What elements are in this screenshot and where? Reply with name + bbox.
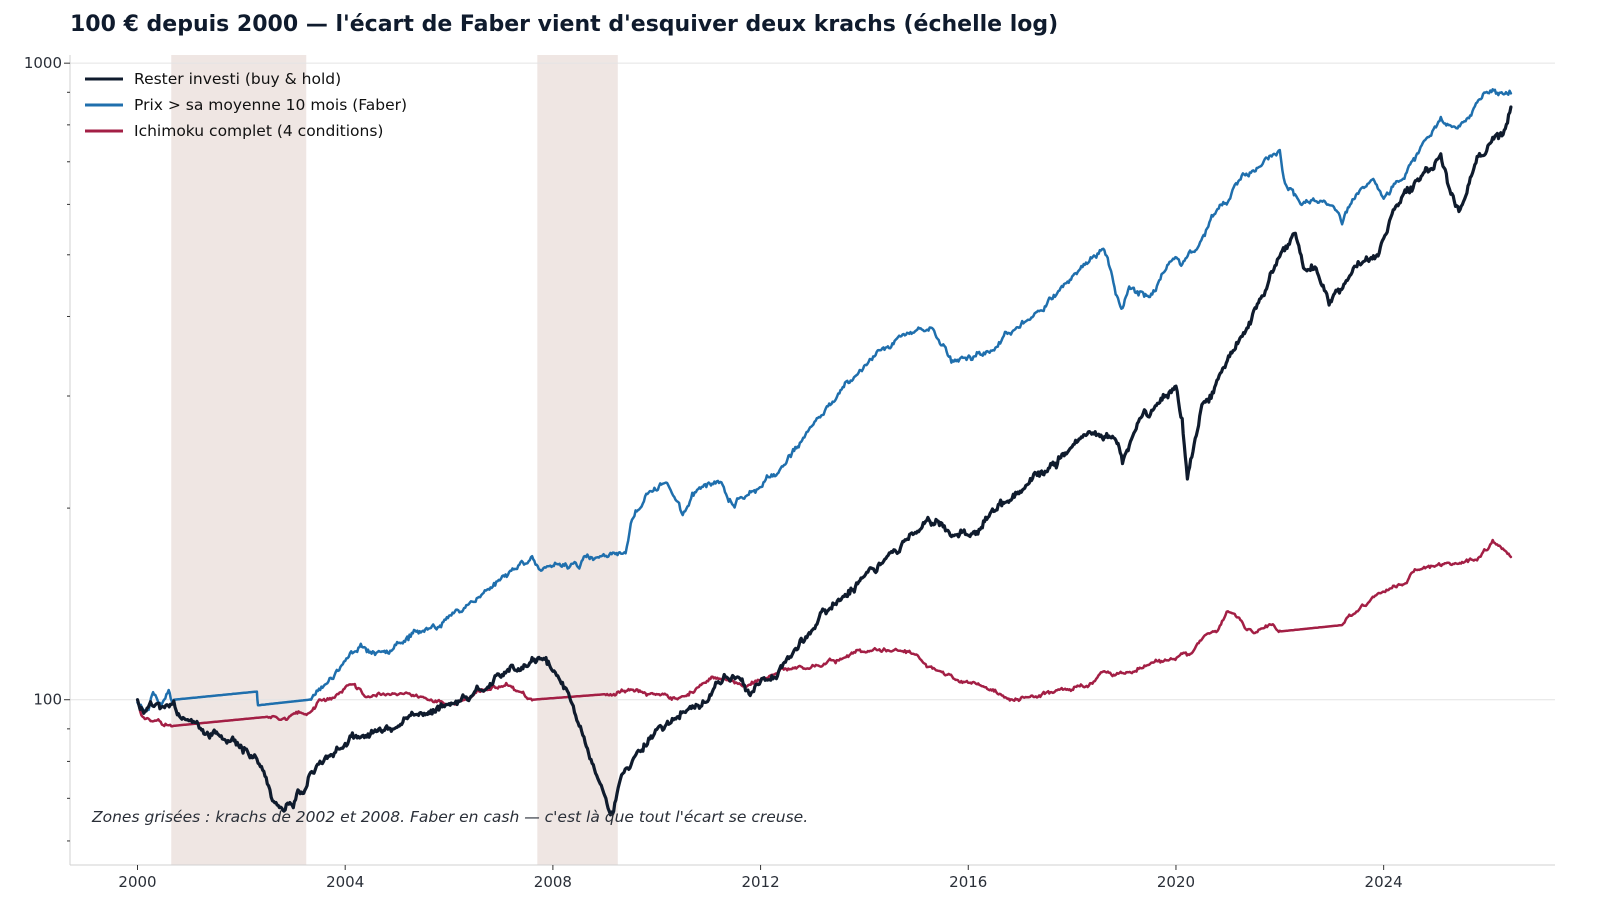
grid-layer — [70, 62, 1555, 701]
series-line-2 — [136, 88, 1513, 713]
legend-label-1: Rester investi (buy & hold) — [134, 70, 341, 88]
x-tick-label: 2020 — [1157, 873, 1195, 891]
crash-annotation: Zones grisées : krachs de 2002 et 2008. … — [91, 808, 808, 826]
axes-layer: 100 1000 2000 2004 2008 2012 2016 2020 2024 — [24, 54, 1555, 891]
series-layer — [135, 88, 1513, 817]
y-tick-label: 1000 — [24, 54, 62, 72]
x-tick-label: 2000 — [118, 873, 156, 891]
legend: Rester investi (buy & hold) Prix > sa moy… — [85, 70, 407, 140]
x-tick-label: 2016 — [949, 873, 987, 891]
chart-title: 100 € depuis 2000 — l'écart de Faber vie… — [70, 12, 1059, 37]
y-tick-label: 100 — [33, 691, 62, 709]
legend-label-2: Prix > sa moyenne 10 mois (Faber) — [134, 96, 407, 114]
legend-label-3: Ichimoku complet (4 conditions) — [134, 122, 383, 140]
x-tick-label: 2012 — [741, 873, 779, 891]
series-line-1 — [135, 105, 1513, 817]
x-tick-label: 2004 — [326, 873, 364, 891]
series-line-3 — [136, 538, 1513, 728]
crash-zone-2 — [537, 55, 618, 865]
crash-shading-layer — [171, 55, 618, 865]
crash-zone-1 — [171, 55, 307, 865]
x-tick-label: 2008 — [534, 873, 572, 891]
x-tick-label: 2024 — [1365, 873, 1403, 891]
